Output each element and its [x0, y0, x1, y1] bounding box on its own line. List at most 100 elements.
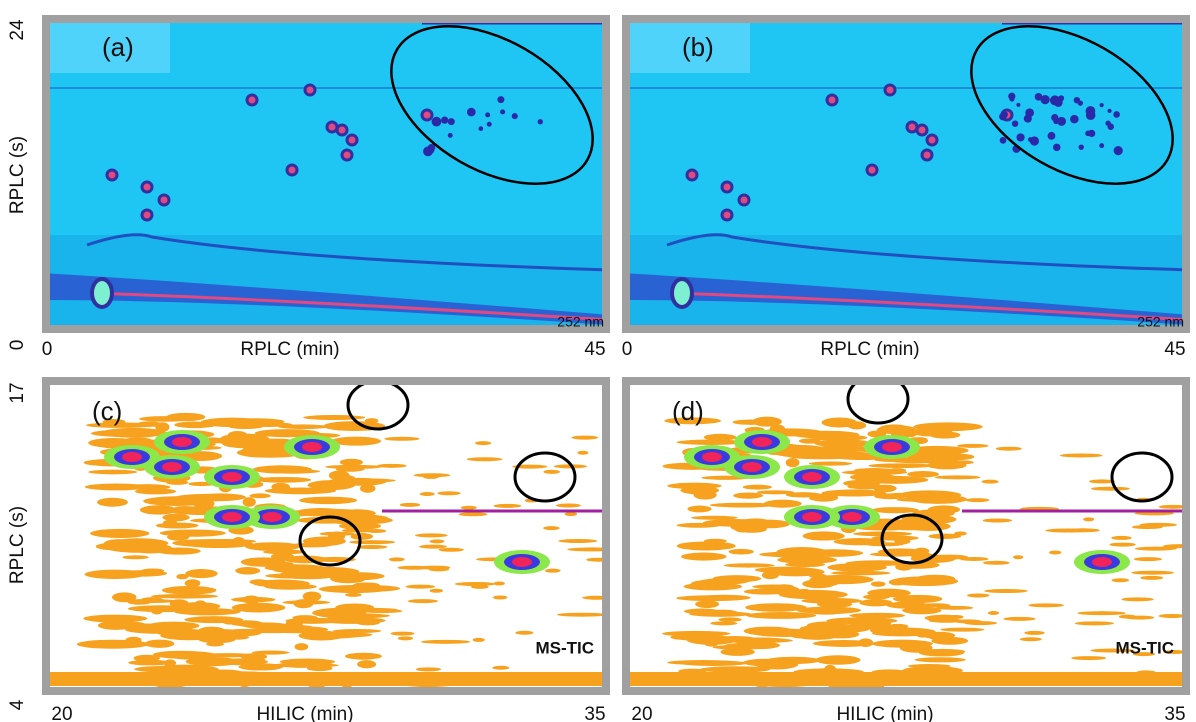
- signal: [896, 497, 957, 503]
- peak-core: [162, 462, 182, 472]
- signal: [365, 528, 387, 533]
- signal: [928, 533, 962, 539]
- highlight: [513, 451, 577, 503]
- signal: [543, 526, 560, 531]
- signal: [843, 479, 881, 487]
- annotation: MS-TIC: [535, 638, 594, 657]
- signal: [813, 433, 861, 440]
- x-tick-label: 45: [584, 339, 605, 360]
- signal: [1121, 597, 1154, 602]
- baseline: [91, 291, 610, 322]
- signal: [773, 584, 795, 591]
- spot: [303, 83, 317, 97]
- signal: [872, 639, 933, 648]
- signal: [693, 489, 717, 500]
- signal: [176, 506, 207, 514]
- signal: [807, 608, 845, 615]
- signal: [919, 603, 951, 608]
- x-tick-label: 0: [42, 339, 53, 360]
- signal: [252, 465, 312, 474]
- signal: [835, 576, 861, 583]
- signal: [829, 445, 860, 453]
- signal: [1118, 614, 1137, 619]
- spot: [325, 120, 339, 134]
- signal: [667, 660, 739, 665]
- y-axis-label: RPLC (s): [7, 506, 28, 584]
- signal: [564, 512, 578, 517]
- signal: [830, 570, 891, 576]
- signal: [242, 497, 256, 507]
- frame: [42, 15, 610, 333]
- signal: [743, 588, 788, 595]
- signal: [125, 636, 142, 644]
- signal: [1019, 637, 1042, 642]
- signal: [720, 647, 755, 656]
- signal: [429, 588, 444, 593]
- signal: [354, 607, 398, 612]
- signal: [922, 631, 956, 640]
- signal: [995, 446, 1022, 451]
- spot: [737, 193, 751, 207]
- plot: [42, 377, 610, 695]
- signal: [241, 451, 299, 458]
- signal: [893, 594, 943, 604]
- signal: [472, 637, 485, 642]
- spot: [925, 133, 939, 147]
- signal: [754, 566, 817, 574]
- signal: [736, 525, 767, 533]
- minor-spot: [1016, 102, 1021, 107]
- signal: [161, 585, 217, 595]
- signal: [326, 572, 385, 581]
- frame: [622, 377, 1190, 695]
- signal: [907, 470, 940, 478]
- signal: [781, 552, 798, 562]
- x-axis-label: RPLC (min): [240, 339, 339, 360]
- signal: [1090, 648, 1135, 653]
- spot: [915, 123, 929, 137]
- signal: [697, 594, 751, 601]
- signal: [1083, 517, 1095, 522]
- signal: [868, 463, 934, 469]
- signal: [227, 431, 248, 439]
- signal: [667, 482, 722, 490]
- x-tick-label: 20: [631, 704, 652, 722]
- signal: [1071, 656, 1107, 661]
- peak-core: [842, 512, 862, 522]
- signal: [515, 630, 534, 635]
- signal: [88, 469, 138, 475]
- signal: [940, 627, 985, 632]
- signal: [279, 662, 333, 667]
- signal: [493, 595, 508, 600]
- signal: [871, 535, 919, 541]
- signal: [895, 563, 913, 571]
- x-tick-label: 35: [1164, 704, 1185, 722]
- signal: [1077, 611, 1127, 616]
- signal: [904, 428, 918, 438]
- signal: [814, 439, 872, 448]
- signal: [670, 633, 720, 641]
- signal: [1134, 546, 1178, 551]
- minor-spot: [1051, 114, 1059, 122]
- minor-spot: [1009, 96, 1015, 102]
- signal: [163, 659, 177, 667]
- minor-spot: [497, 96, 505, 104]
- y-tick-label: 17: [7, 382, 28, 403]
- signal: [355, 619, 381, 626]
- signal: [122, 555, 149, 560]
- signal: [761, 571, 779, 580]
- peak-core: [802, 512, 822, 522]
- signal: [271, 482, 290, 492]
- signal: [150, 593, 219, 599]
- signal: [141, 568, 165, 573]
- signal: [863, 594, 890, 600]
- signal: [703, 433, 737, 441]
- signal: [128, 659, 173, 666]
- signal: [294, 643, 309, 651]
- signal: [139, 416, 192, 422]
- signal: [133, 654, 160, 662]
- signal: [1131, 570, 1175, 575]
- spot: [865, 163, 879, 177]
- signal: [1133, 557, 1163, 562]
- signal: [328, 470, 350, 481]
- signal: [335, 466, 365, 472]
